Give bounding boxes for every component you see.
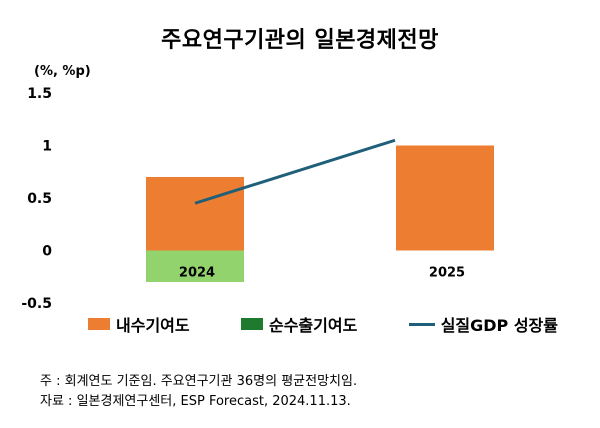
y-tick-label: 0.5 — [27, 191, 52, 207]
bar-순수출기여도-2024 — [146, 250, 244, 282]
unit-label: (%, %p) — [34, 64, 91, 79]
category-label-2024: 2024 — [179, 266, 215, 281]
chart-title: 주요연구기관의 일본경제전망 — [161, 28, 439, 53]
legend-swatch-domestic — [88, 318, 110, 330]
y-axis-ticks: 1.5 1 0.5 0 -0.5 — [21, 86, 52, 312]
legend-item-domestic: 내수기여도 — [88, 312, 190, 336]
category-labels: 2024 2025 — [179, 266, 465, 281]
category-label-2025: 2025 — [429, 266, 465, 281]
y-tick-label: 0 — [42, 244, 52, 260]
legend-item-gdp: 실질GDP 성장률 — [408, 312, 558, 336]
legend-item-net-export: 순수출기여도 — [240, 312, 358, 336]
legend-label-net-export: 순수출기여도 — [268, 316, 358, 335]
legend: 내수기여도 순수출기여도 실질GDP 성장률 — [88, 312, 558, 336]
legend-swatch-net-export — [240, 318, 263, 330]
footnote-source: 자료 : 일본경제연구센터, ESP Forecast, 2024.11.13. — [40, 394, 351, 409]
bars — [146, 145, 494, 282]
line-gdp-growth — [194, 138, 396, 205]
y-tick-label: 1 — [42, 139, 52, 155]
footnotes: 주 : 회계연도 기준임. 주요연구기관 36명의 평균전망치임. 자료 : 일… — [40, 372, 357, 412]
y-tick-label: -0.5 — [21, 296, 52, 312]
bar-내수기여도-2025 — [396, 145, 494, 251]
legend-label-domestic: 내수기여도 — [116, 316, 190, 335]
bar-내수기여도-2024 — [146, 177, 244, 251]
legend-swatch-gdp — [408, 322, 435, 326]
y-tick-label: 1.5 — [27, 86, 52, 102]
line-series — [194, 138, 396, 205]
footnote-note: 주 : 회계연도 기준임. 주요연구기관 36명의 평균전망치임. — [40, 374, 358, 389]
legend-label-gdp: 실질GDP 성장률 — [440, 316, 558, 335]
